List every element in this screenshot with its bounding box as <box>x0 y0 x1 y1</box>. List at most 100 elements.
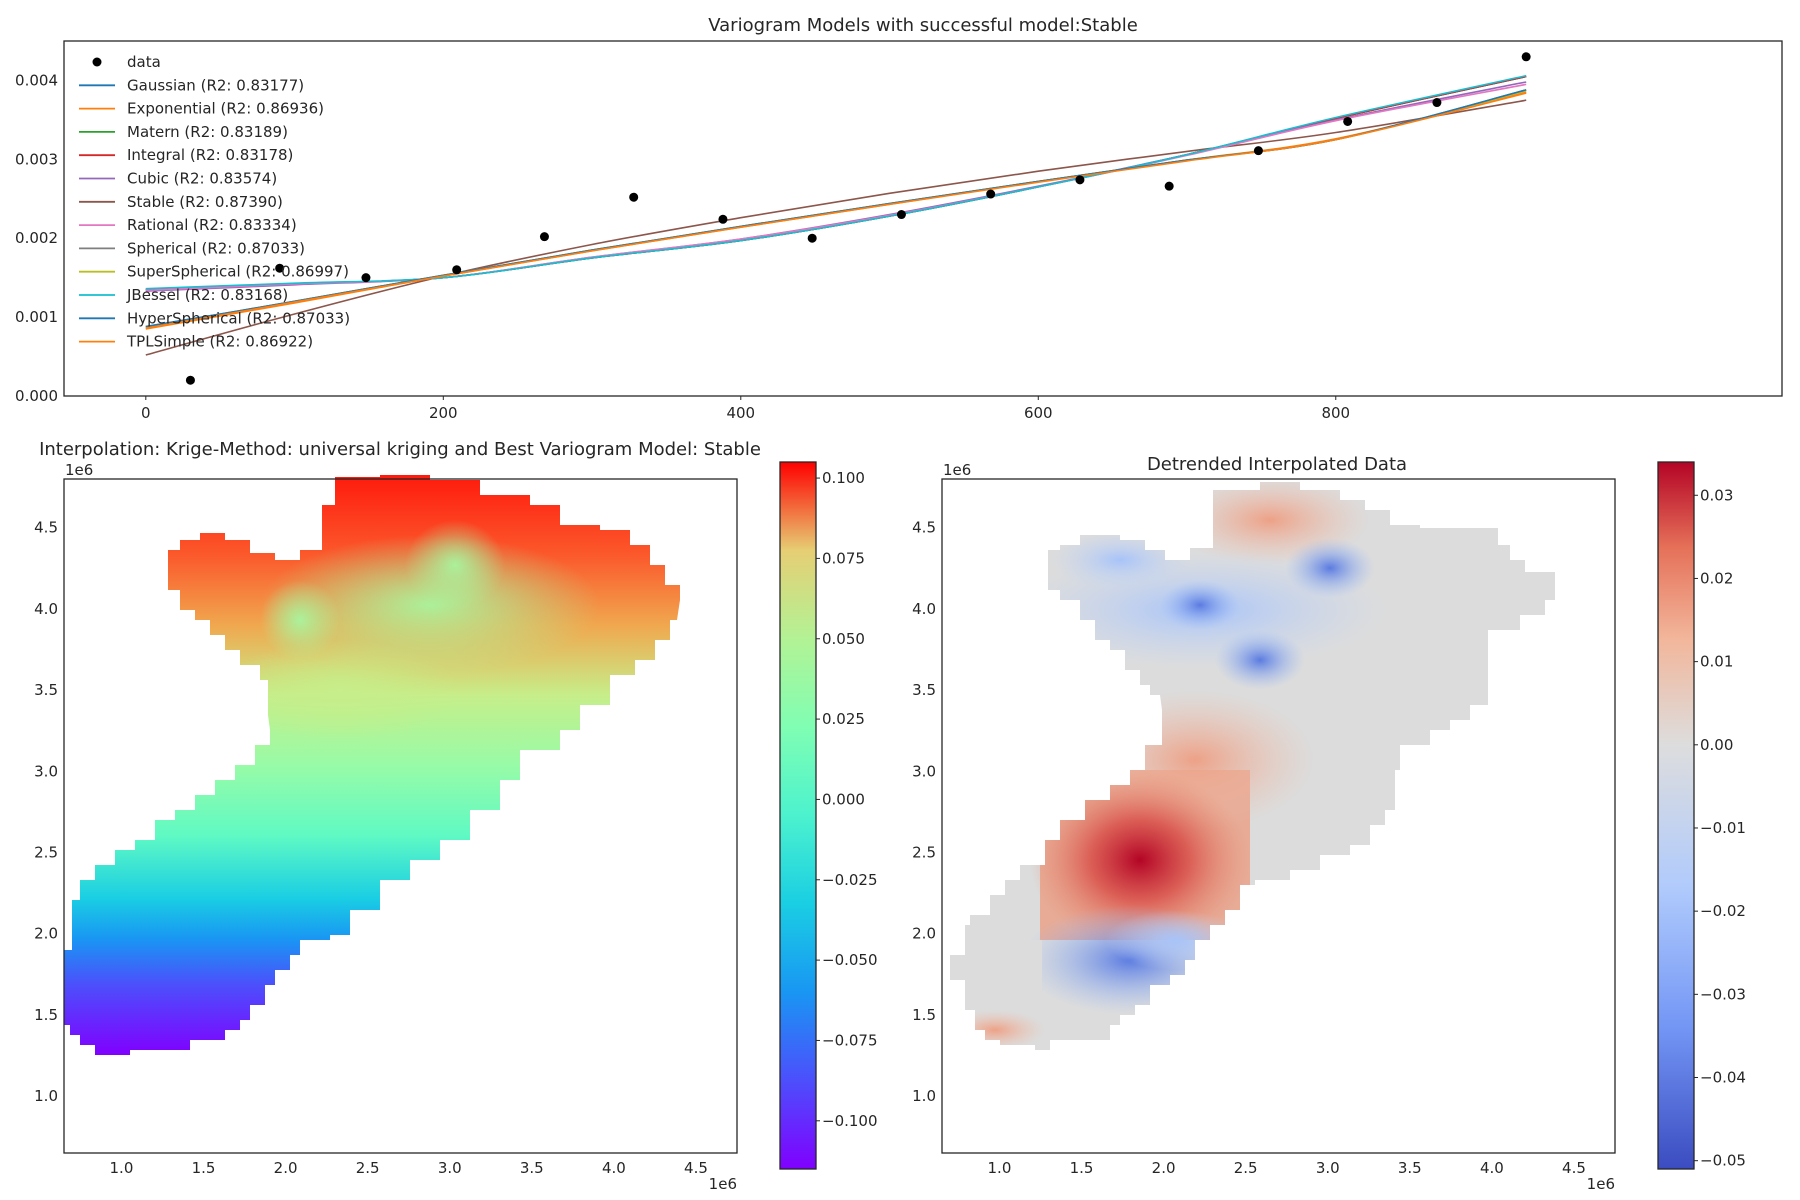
colorbar-tick-label: −0.03 <box>1700 985 1746 1003</box>
data-point <box>1521 52 1531 62</box>
kriging-colorbar <box>779 461 817 1170</box>
map-y-tick-label: 4.5 <box>912 519 936 537</box>
x-tick-label: 600 <box>1024 404 1053 422</box>
x-tick-label: 200 <box>429 404 458 422</box>
detrended-cool-region <box>1285 538 1375 598</box>
colorbar-tick-label: −0.02 <box>1700 902 1746 920</box>
map-x-tick-label: 2.0 <box>274 1159 298 1177</box>
legend-label: JBessel (R2: 0.83168) <box>126 286 288 304</box>
colorbar-tick-label: −0.04 <box>1700 1069 1746 1087</box>
map-x-tick-label: 4.0 <box>602 1159 626 1177</box>
legend-label: Integral (R2: 0.83178) <box>127 146 293 164</box>
map-y-tick-label: 2.5 <box>912 844 936 862</box>
data-point <box>986 189 996 199</box>
kriging-heatmap-field <box>64 475 680 1055</box>
map-y-tick-label: 2.5 <box>34 844 58 862</box>
model-line-tplsimple <box>145 92 1527 329</box>
variogram-model-lines <box>145 74 1527 356</box>
data-point <box>1343 116 1353 126</box>
map-x-tick-label: 3.5 <box>1398 1159 1422 1177</box>
map-y-tick-label: 1.0 <box>34 1087 58 1105</box>
map-y-tick-label: 1.5 <box>912 1006 936 1024</box>
kriging-smooth-region <box>220 640 460 740</box>
map-y-tick-label: 1.5 <box>34 1006 58 1024</box>
detrended-y-ticks: 1.0 1.5 2.0 2.5 3.0 3.5 4.0 4.5 <box>912 519 936 1105</box>
variogram-chart: Variogram Models with successful model:S… <box>15 15 1783 422</box>
kriging-map: Interpolation: Krige-Method: universal k… <box>34 439 877 1193</box>
kriging-smooth-region <box>260 535 600 675</box>
map-x-tick-label: 1.0 <box>988 1159 1012 1177</box>
map-x-tick-label: 1.5 <box>1070 1159 1094 1177</box>
model-line-integral <box>145 75 1527 291</box>
colorbar-tick-label: 0.02 <box>1700 569 1733 587</box>
y-tick-label: 0.003 <box>15 150 58 168</box>
colorbar-tick-label: 0.025 <box>822 710 865 728</box>
detrended-title: Detrended Interpolated Data <box>1147 454 1407 475</box>
model-line-matern <box>145 75 1527 291</box>
detrended-hot-spot <box>1030 770 1250 950</box>
data-point <box>185 375 195 385</box>
model-line-cubic <box>145 81 1527 292</box>
data-point <box>807 233 817 243</box>
kriging-y-offset: 1e6 <box>65 461 93 479</box>
detrended-colorbar <box>1657 461 1695 1170</box>
kriging-smooth-region <box>260 580 340 660</box>
legend-label: Gaussian (R2: 0.83177) <box>127 76 304 94</box>
model-line-jbessel <box>145 74 1527 290</box>
map-y-tick-label: 3.0 <box>34 762 58 780</box>
data-point <box>1164 181 1174 191</box>
map-x-tick-label: 2.0 <box>1152 1159 1176 1177</box>
map-x-tick-label: 4.0 <box>1480 1159 1504 1177</box>
x-tick-label: 400 <box>726 404 755 422</box>
detrended-heatmap-field <box>950 482 1555 1050</box>
detrended-x-offset: 1e6 <box>1587 1175 1615 1193</box>
legend-label: Stable (R2: 0.87390) <box>127 193 283 211</box>
legend-label-data: data <box>127 53 161 71</box>
map-x-tick-label: 2.5 <box>1234 1159 1258 1177</box>
colorbar-tick-label: −0.05 <box>1700 1152 1746 1170</box>
kriging-smooth-region <box>405 520 505 610</box>
legend-label: Exponential (R2: 0.86936) <box>127 100 324 118</box>
legend-label: HyperSpherical (R2: 0.87033) <box>127 309 350 327</box>
data-point <box>275 263 285 273</box>
map-y-tick-label: 4.0 <box>912 600 936 618</box>
colorbar-tick-label: 0.050 <box>822 630 865 648</box>
colorbar-tick-label: −0.050 <box>822 951 878 969</box>
variogram-title: Variogram Models with successful model:S… <box>708 15 1138 36</box>
data-point <box>629 192 639 202</box>
detrended-map: Detrended Interpolated Data 1e6 1e6 1.0 1… <box>912 454 1746 1193</box>
map-y-tick-label: 4.5 <box>34 519 58 537</box>
map-x-tick-label: 3.0 <box>438 1159 462 1177</box>
map-x-tick-label: 2.5 <box>356 1159 380 1177</box>
y-tick-label: 0.001 <box>15 308 58 326</box>
colorbar-tick-label: 0.03 <box>1700 486 1733 504</box>
map-y-tick-label: 4.0 <box>34 600 58 618</box>
map-x-tick-label: 3.0 <box>1316 1159 1340 1177</box>
kriging-title: Interpolation: Krige-Method: universal k… <box>39 439 761 460</box>
variogram-legend: data Gaussian (R2: 0.83177) Exponential (R… <box>79 53 350 351</box>
data-point <box>452 265 462 275</box>
colorbar-tick-label: 0.075 <box>822 549 865 567</box>
y-tick-label: 0.000 <box>15 387 58 405</box>
data-point <box>1253 146 1263 156</box>
model-line-rational <box>145 83 1527 292</box>
map-x-tick-label: 4.5 <box>684 1159 708 1177</box>
colorbar-tick-label: 0.00 <box>1700 736 1733 754</box>
model-line-exponential <box>145 91 1527 330</box>
x-tick-label: 800 <box>1321 404 1350 422</box>
legend-marker-data <box>92 57 102 67</box>
detrended-y-offset: 1e6 <box>943 461 971 479</box>
colorbar-tick-label: −0.025 <box>822 871 878 889</box>
data-point <box>896 210 906 220</box>
detrended-warm-region <box>950 1010 1045 1050</box>
kriging-x-ticks: 1.0 1.5 2.0 2.5 3.0 3.5 4.0 4.5 <box>110 1159 708 1177</box>
detrended-cool-region <box>1215 630 1305 690</box>
legend-label: TPLSimple (R2: 0.86922) <box>126 333 313 351</box>
kriging-x-offset: 1e6 <box>709 1175 737 1193</box>
detrended-plot-frame <box>941 478 1616 1154</box>
detrended-x-ticks: 1.0 1.5 2.0 2.5 3.0 3.5 4.0 4.5 <box>988 1159 1586 1177</box>
legend-label: Spherical (R2: 0.87033) <box>127 239 305 257</box>
colorbar-tick-label: −0.01 <box>1700 819 1746 837</box>
colorbar-tick-label: −0.075 <box>822 1031 878 1049</box>
colorbar-tick-label: 0.01 <box>1700 653 1733 671</box>
